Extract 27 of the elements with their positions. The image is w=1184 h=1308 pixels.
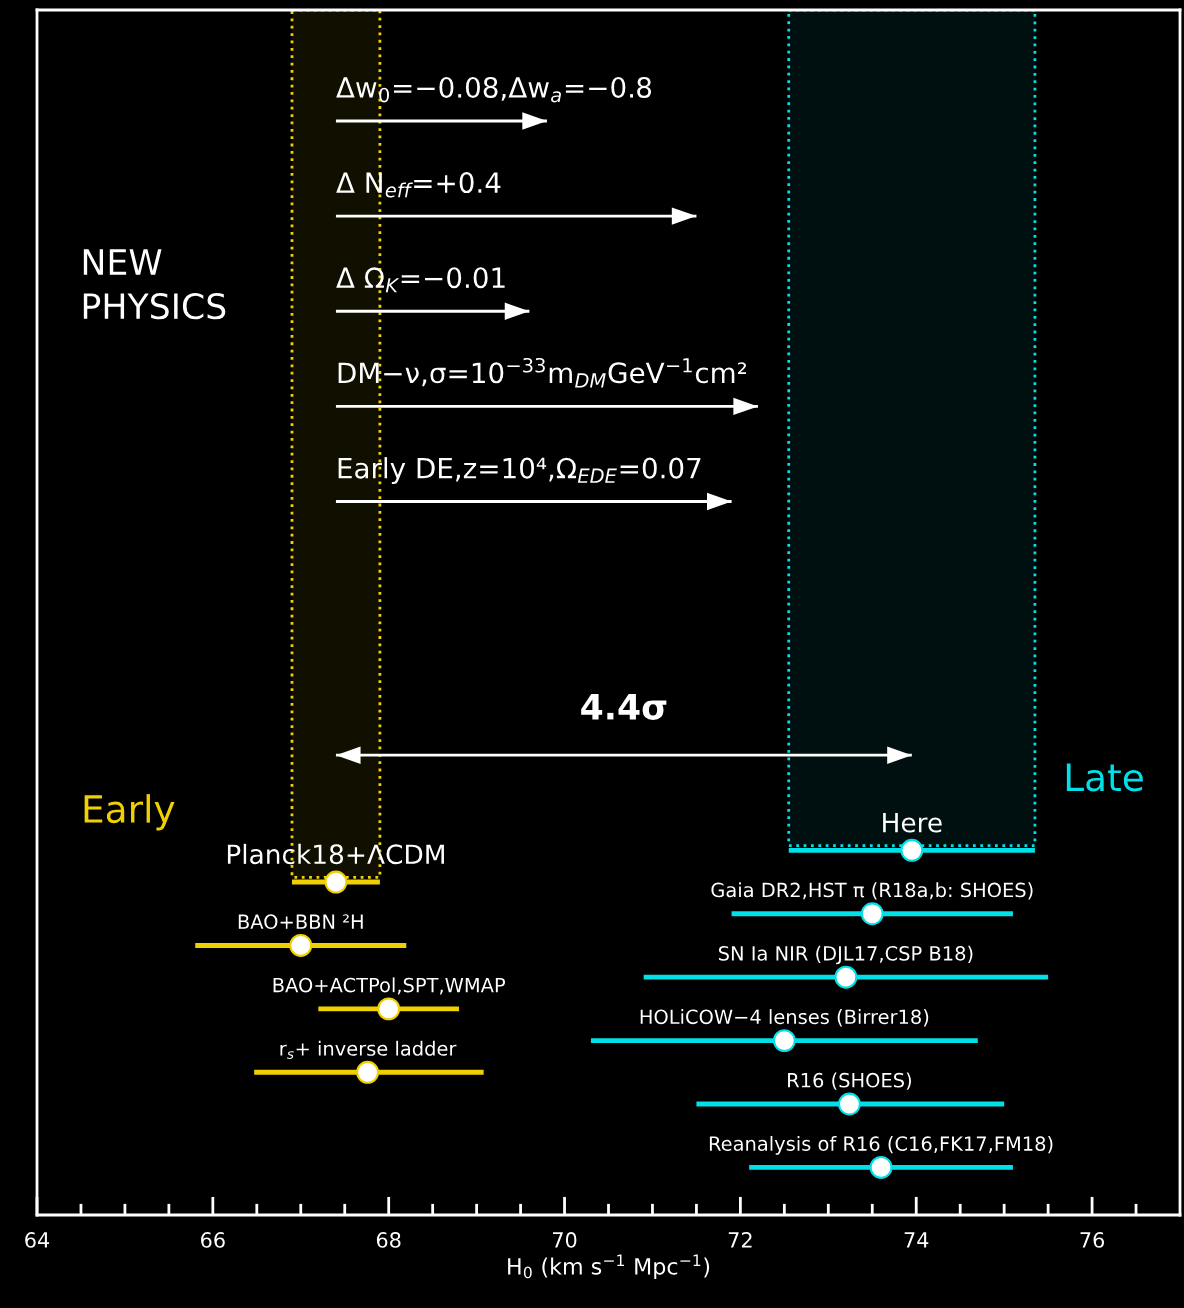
annotation: Δw$_{0}$=−0.08,Δw$_{a}$=−0.8 — [336, 76, 652, 103]
annotation: BAO+ACTPol,SPT,WMAP — [273, 977, 506, 995]
annotation: R16 (SHOES) — [788, 1072, 911, 1090]
annotation: NEW PHYSICS — [83, 249, 226, 320]
x-tick-label: 64 — [25, 1232, 50, 1248]
annotation: Here — [883, 812, 942, 833]
x-tick-label: 74 — [904, 1232, 929, 1248]
annotation: BAO+BBN ²H — [238, 914, 363, 930]
annotation: Δ Ω$_{K}$=−0.01 — [336, 267, 505, 293]
annotation: SN Ia NIR (DJL17,CSP B18) — [718, 945, 973, 965]
annotation: Reanalysis of R16 (C16,FK17,FM18) — [709, 1135, 1053, 1155]
annotation: r$_{s}$+ inverse ladder — [280, 1040, 457, 1059]
annotation: Planck18+ΛCDM — [227, 843, 444, 865]
text: Early — [84, 794, 175, 831]
annotation: Δ N$_{eff}$=+0.4 — [336, 172, 501, 198]
x-tick-label: 68 — [376, 1232, 401, 1248]
x-tick-label: 76 — [1080, 1232, 1105, 1248]
x-tick-label: 72 — [728, 1232, 752, 1248]
x-tick-label: 66 — [201, 1232, 225, 1248]
annotation: HOLiCOW−4 lenses (Birrer18) — [640, 1009, 929, 1027]
annotation: 4.4σ — [581, 694, 667, 720]
text: Late — [1066, 763, 1143, 792]
x-tick-label: 70 — [552, 1232, 577, 1248]
annotation: Early DE,z=10⁴,Ω$_{EDE}$=0.07 — [338, 457, 701, 485]
annotation: DM−ν,σ=10$^{−33}$m$_{DM}$GeV$^{−1}$cm² — [338, 357, 747, 388]
x-axis-title: H$_{0}$ (km s$^{−1}$ Mpc$^{−1}$) — [508, 1254, 710, 1280]
annotation: Gaia DR2,HST π (R18a,b: SHOES) — [711, 882, 1033, 900]
